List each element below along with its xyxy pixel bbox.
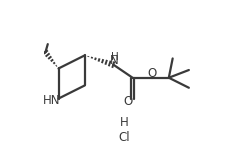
Text: N: N — [110, 54, 118, 67]
Text: H: H — [120, 116, 129, 129]
Text: Cl: Cl — [118, 131, 130, 144]
Text: HN: HN — [42, 94, 60, 107]
Text: O: O — [148, 67, 157, 80]
Text: H: H — [111, 52, 119, 62]
Text: O: O — [123, 95, 133, 108]
